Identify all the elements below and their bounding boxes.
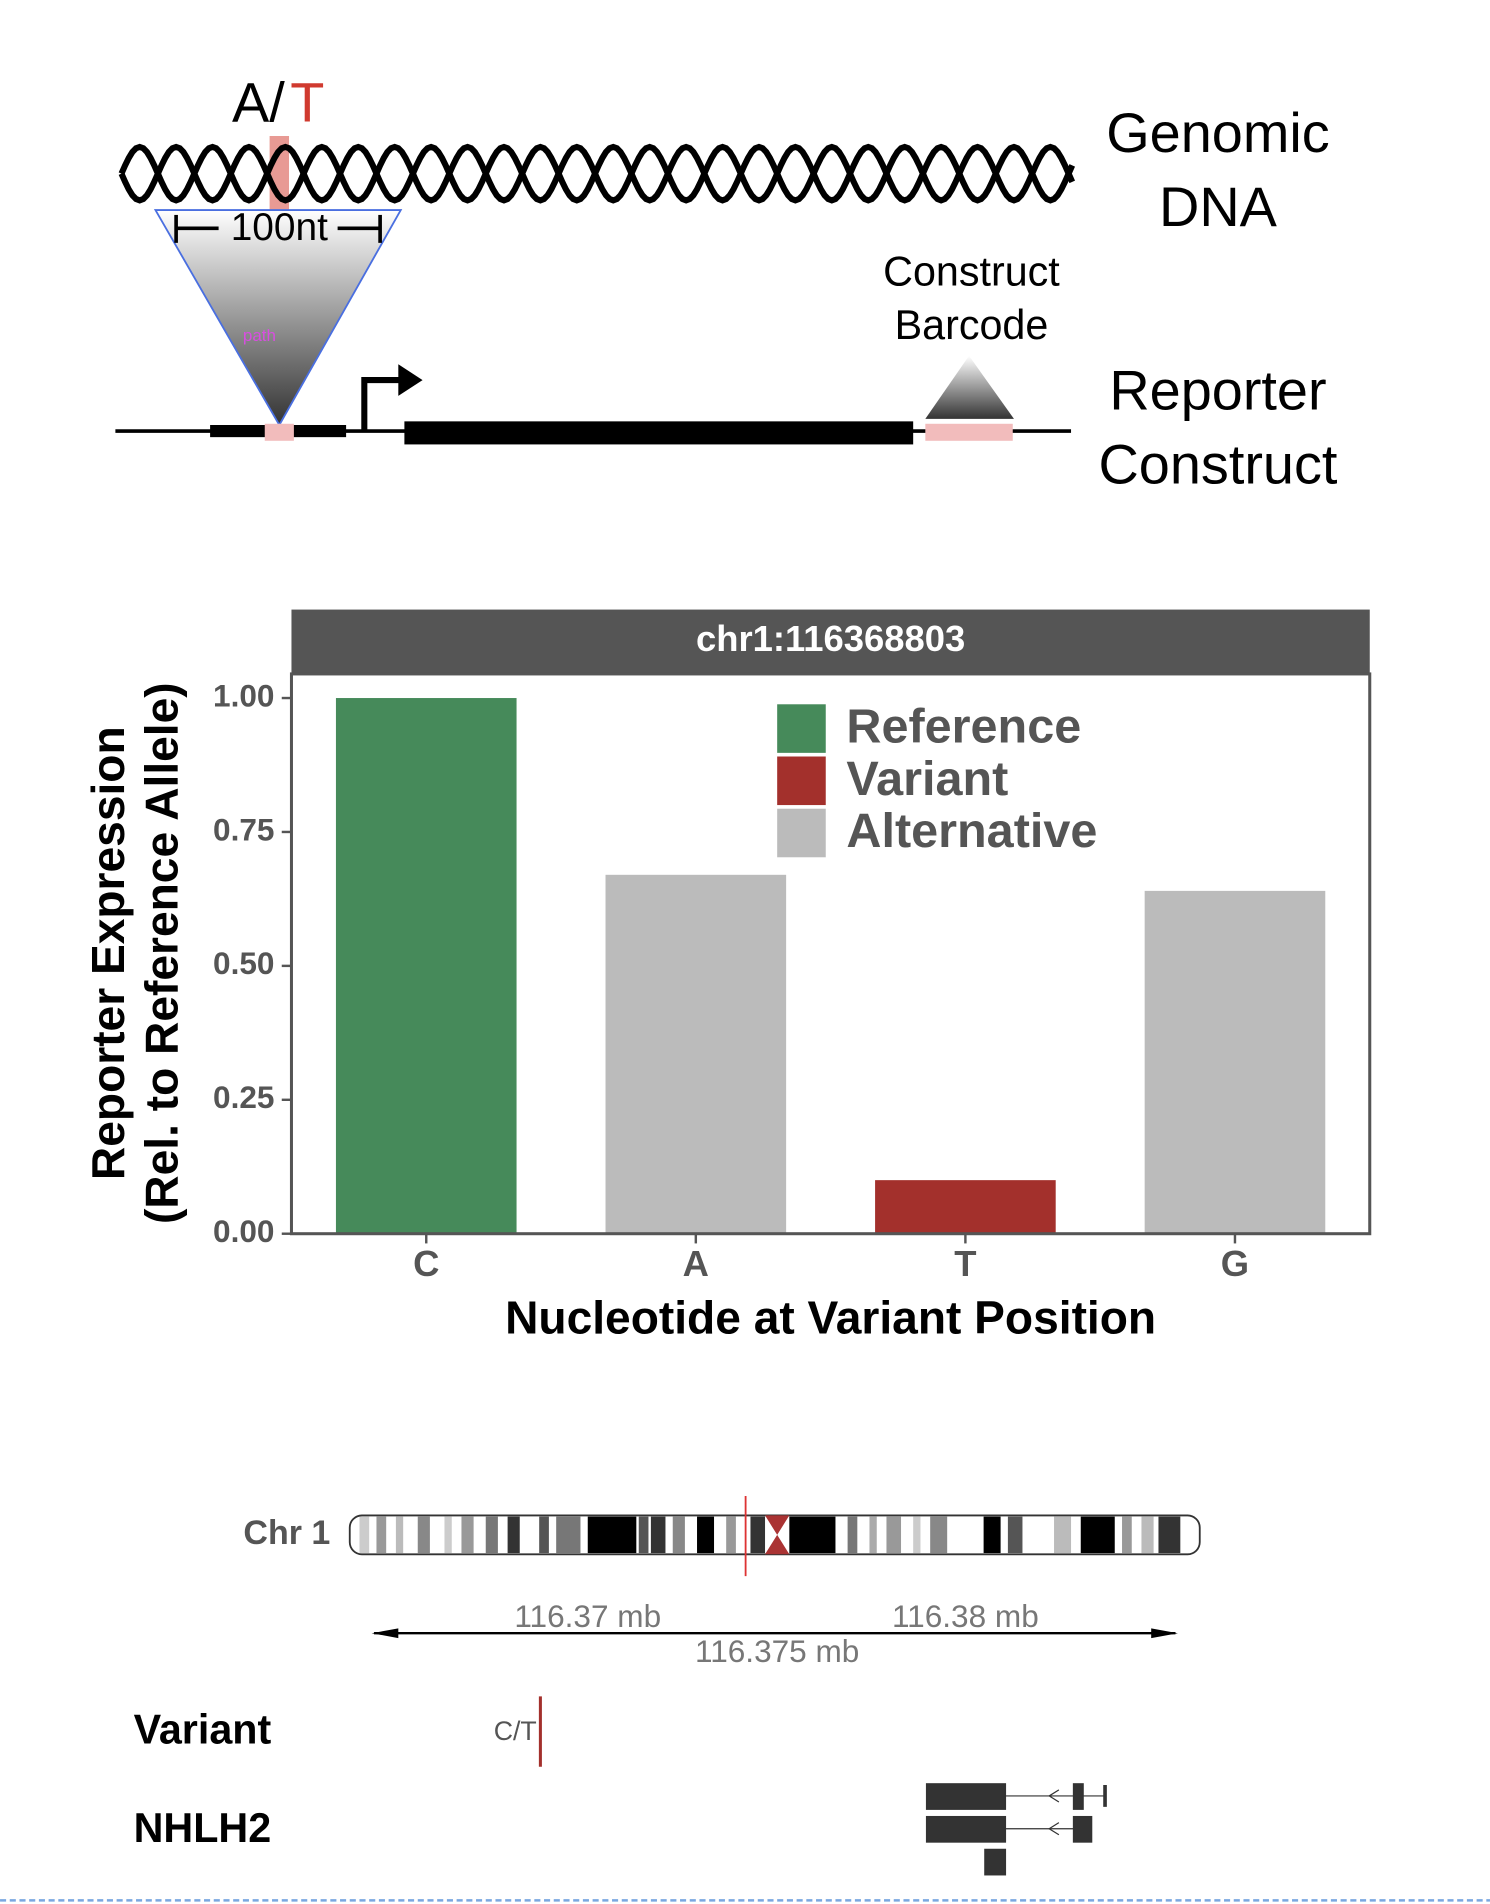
dna-helix	[118, 143, 1076, 204]
x-tick-label: G	[1221, 1243, 1249, 1284]
ideogram-band	[726, 1516, 736, 1554]
legend-label: Variant	[846, 752, 1008, 806]
y-axis-title: (Rel. to Reference Allele)	[135, 682, 187, 1224]
x-tick-label: T	[954, 1243, 976, 1284]
ideogram-band	[638, 1516, 649, 1554]
allele-ref: A/	[232, 71, 285, 134]
insert-triangle	[153, 209, 403, 427]
y-tick-label: 0.00	[213, 1213, 274, 1249]
ideogram	[359, 1516, 1181, 1554]
dna-label: DNA	[1159, 175, 1278, 238]
variant-allele: C/T	[494, 1716, 537, 1746]
ideogram-band	[507, 1516, 520, 1554]
reporter-label: Reporter	[1109, 358, 1326, 421]
ideogram-band	[1054, 1516, 1072, 1554]
ideogram-band	[1007, 1516, 1023, 1554]
ideogram-band	[930, 1516, 948, 1554]
ideogram-band	[913, 1516, 921, 1554]
axis-arrow	[371, 1628, 399, 1639]
chromosome-label: Chr 1	[243, 1514, 330, 1552]
ideogram-band	[1141, 1516, 1154, 1554]
axis-label: 116.37 mb	[514, 1598, 661, 1634]
y-tick-label: 0.50	[213, 945, 274, 981]
chart-title: chr1:116368803	[696, 618, 965, 659]
x-tick-label: A	[683, 1243, 709, 1284]
ideogram-band	[485, 1516, 498, 1554]
panel-border	[289, 672, 1372, 1236]
reporter-gene	[404, 421, 914, 445]
y-tick-label: 0.25	[213, 1079, 274, 1115]
ideogram-band	[376, 1516, 387, 1554]
legend-swatch	[777, 756, 826, 806]
y-tick-label: 0.75	[213, 811, 274, 847]
ideogram-band	[847, 1516, 858, 1554]
legend-swatch	[777, 808, 826, 858]
promoter-arrowhead	[398, 364, 423, 396]
bar	[605, 874, 787, 1234]
ideogram-band	[444, 1516, 452, 1554]
ideogram-band	[461, 1516, 474, 1554]
ideogram-band	[395, 1516, 404, 1554]
ideogram-band	[1080, 1516, 1115, 1554]
ideogram-band	[539, 1516, 549, 1554]
barcode-label: Barcode	[895, 302, 1049, 348]
promoter-arrow	[361, 377, 401, 432]
x-tick-label: C	[413, 1243, 439, 1284]
legend-label: Reference	[846, 700, 1081, 754]
axis-label: 116.38 mb	[892, 1598, 1039, 1634]
dna-strand	[118, 143, 1076, 204]
ideogram-band	[1122, 1516, 1132, 1554]
track-label: Variant	[134, 1707, 272, 1753]
allele-var: T	[290, 71, 324, 134]
reporter-label: Construct	[1098, 432, 1337, 495]
x-axis-title: Nucleotide at Variant Position	[505, 1291, 1156, 1343]
ideogram-band	[697, 1516, 715, 1554]
axis-label: 116.375 mb	[695, 1633, 859, 1669]
ideogram-band	[359, 1516, 370, 1554]
dna-label: Genomic	[1106, 101, 1329, 164]
ideogram-band	[556, 1516, 581, 1554]
gene-model	[925, 1783, 1107, 1876]
ideogram-band	[1158, 1516, 1181, 1554]
ideogram-band	[750, 1516, 766, 1554]
ideogram-band	[789, 1516, 836, 1554]
barcode-label: Construct	[883, 248, 1060, 294]
ideogram-band	[983, 1516, 1001, 1554]
y-axis-title: Reporter Expression	[82, 726, 134, 1180]
bar	[875, 1180, 1056, 1234]
length-label: 100nt	[231, 206, 328, 249]
length-bar	[174, 214, 382, 243]
ideogram-band	[869, 1516, 877, 1554]
title-strip	[291, 609, 1370, 674]
bar	[335, 698, 517, 1234]
centromere	[765, 1515, 790, 1555]
ideogram-band	[587, 1516, 637, 1554]
ideogram-band	[672, 1516, 685, 1554]
ideogram-band	[650, 1516, 666, 1554]
ideogram-band	[417, 1516, 430, 1554]
ideogram-band	[886, 1516, 902, 1554]
artifact-label: path	[243, 326, 276, 345]
bar	[1144, 890, 1326, 1234]
insert-site	[264, 423, 294, 441]
y-tick-label: 1.00	[213, 677, 274, 713]
legend-swatch	[777, 704, 826, 753]
legend-label: Alternative	[846, 804, 1097, 858]
barcode-site	[925, 423, 1013, 441]
barcode-triangle	[925, 355, 1014, 419]
dna-strand	[118, 143, 1076, 204]
track-label: NHLH2	[134, 1805, 272, 1851]
axis-arrow	[1151, 1628, 1178, 1639]
plot: 0.00 0.25 0.50 0.75 1.00 C A T G ReferenceVariant…	[213, 677, 1326, 1284]
